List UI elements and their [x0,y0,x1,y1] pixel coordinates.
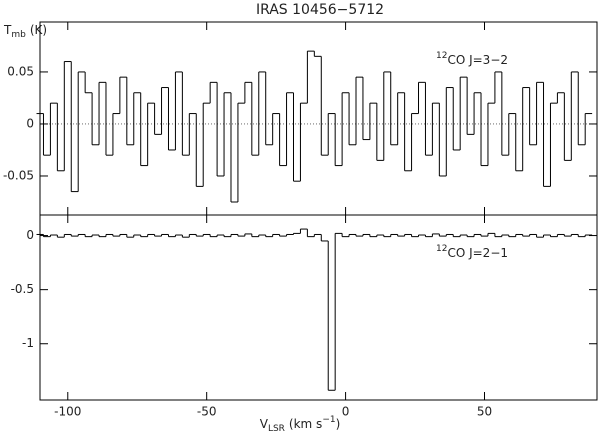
x-tick-label: 50 [477,405,492,419]
chart-title: IRAS 10456−5712 [256,2,384,18]
plot-frame [39,21,598,216]
annotation-sup: 12 [436,244,447,254]
label-sub: mb [11,30,26,40]
spectrum-riser [42,51,586,202]
y-tick-label: -1 [22,336,34,350]
annotation: 12CO J=2−1 [436,244,508,260]
annotation-text: CO J=2−1 [447,246,508,260]
x-tick-label: -100 [54,405,81,419]
y-tick-label: -0.05 [3,168,34,182]
annotation: 12CO J=3−2 [436,51,508,67]
x-tick-label: -50 [197,405,217,419]
y-tick-label: 0 [26,228,34,242]
label-main: V [260,417,269,431]
annotation-sup: 12 [436,51,447,61]
annotation-text: CO J=3−2 [447,53,508,67]
x-tick-label: 0 [342,405,350,419]
spectrum-riser [42,229,586,391]
x-axis-label: VLSR (km s−1) [260,415,341,434]
plot-frame [39,214,598,401]
y-tick-label: 0 [26,116,34,130]
label-sup: −1 [322,415,335,425]
label-unit: (K) [30,23,47,37]
y-tick-label: -0.5 [11,282,34,296]
label-main: T [3,23,12,37]
label-unit: (km s [289,417,322,431]
y-tick-label: 0.05 [7,64,34,78]
y-axis-label: Tmb (K) [3,23,47,40]
label-close: ) [336,417,341,431]
label-sub: LSR [268,424,285,434]
